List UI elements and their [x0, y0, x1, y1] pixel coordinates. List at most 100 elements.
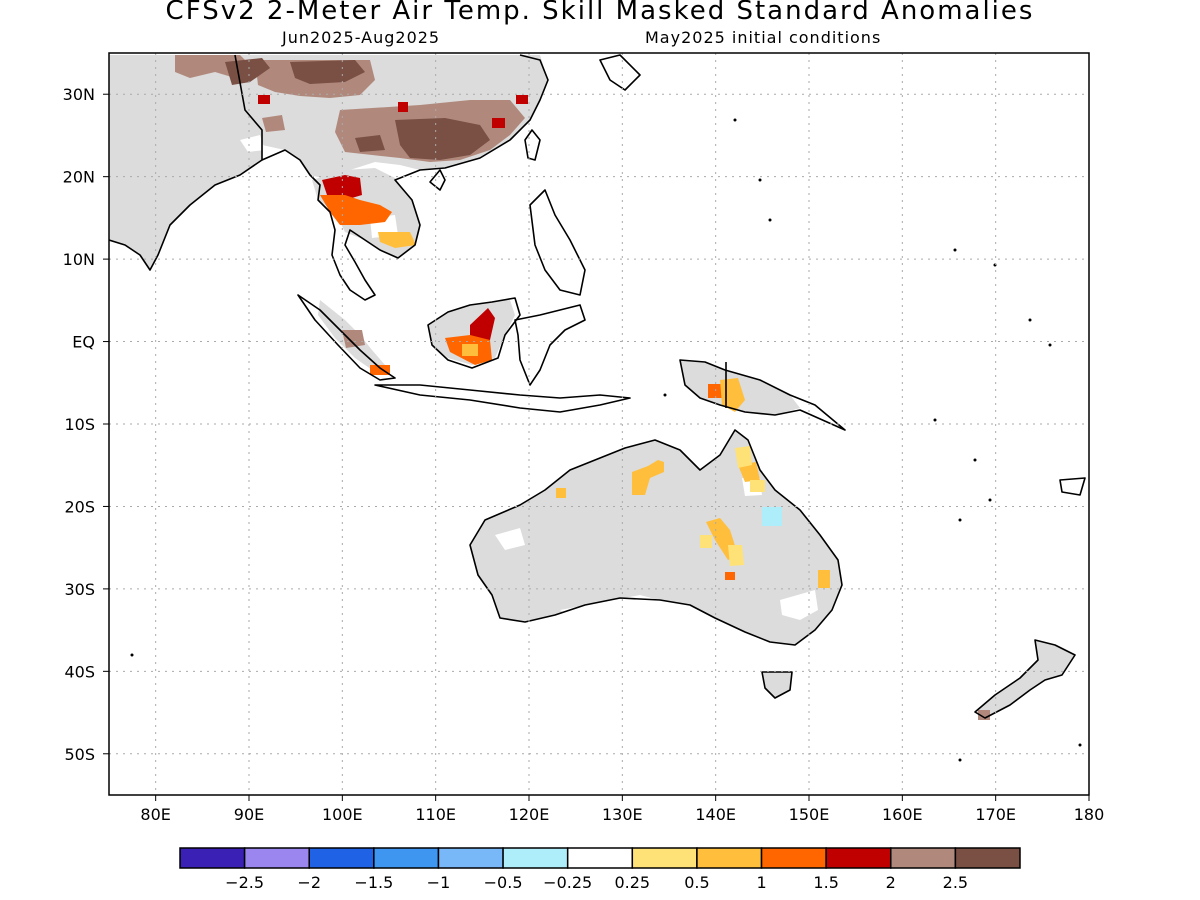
- forecast-period: Jun2025-Aug2025: [282, 28, 441, 47]
- colorbar-swatch: [825, 847, 892, 869]
- anomaly-1-1.5: [725, 572, 735, 580]
- colorbar-label: −1: [427, 873, 451, 892]
- lon-tick-label: 90E: [234, 805, 264, 824]
- colorbar-swatch: [373, 847, 440, 869]
- landmass-india: [109, 55, 265, 270]
- anomaly-0.25-0.5: [700, 535, 712, 548]
- initial-conditions: May2025 initial conditions: [645, 28, 882, 47]
- island: [768, 218, 772, 222]
- lon-tick-label: 160E: [882, 805, 923, 824]
- colorbar-swatch: [760, 847, 827, 869]
- grid-lines: [109, 53, 1089, 795]
- landmass-new-zealand: [975, 640, 1075, 718]
- coastline: [514, 304, 586, 386]
- colorbar-swatch: [243, 847, 310, 869]
- lon-tick-label: 120E: [509, 805, 550, 824]
- island: [933, 418, 937, 422]
- lon-tick-label: 140E: [695, 805, 736, 824]
- colorbar-swatch: [566, 847, 634, 869]
- anomaly-1.5-2: [470, 308, 495, 342]
- lon-tick-label: 150E: [789, 805, 830, 824]
- anomaly-1-1.5: [320, 195, 392, 225]
- anomaly-neg-0.5-0.25: [762, 507, 782, 526]
- colorbar-label: 0.25: [614, 873, 650, 892]
- island: [958, 518, 962, 522]
- island: [1028, 318, 1032, 322]
- coastline: [1059, 477, 1086, 496]
- lon-tick-label: 80E: [140, 805, 170, 824]
- anomaly-0.5-1: [818, 570, 830, 588]
- island: [733, 118, 737, 122]
- anomaly-1.5-2: [398, 102, 408, 112]
- masked-hole: [158, 258, 170, 272]
- island: [973, 458, 977, 462]
- anomaly-2-2.5: [262, 115, 285, 132]
- lat-tick-label: 20N: [63, 168, 95, 187]
- coastline: [427, 297, 521, 369]
- colorbar-label: −0.25: [543, 873, 592, 892]
- anomaly-2-2.5: [342, 330, 365, 348]
- anomaly-gt-2.5: [290, 60, 365, 84]
- colorbar-swatch: [437, 847, 504, 869]
- colorbar-swatch: [890, 847, 957, 869]
- coastline: [374, 384, 631, 413]
- colorbar-label: −2.5: [225, 873, 264, 892]
- island: [130, 653, 134, 657]
- lon-tick-label: 110E: [415, 805, 456, 824]
- island: [758, 178, 762, 182]
- lat-tick-label: 50S: [64, 745, 95, 764]
- lat-tick-label: 40S: [64, 662, 95, 681]
- map-fill-layer: [109, 54, 1086, 762]
- colorbar-swatch: [179, 847, 246, 869]
- colorbar-swatch: [696, 847, 763, 869]
- colorbar-label: 0.5: [684, 873, 709, 892]
- colorbar: −2.5 −2 −1.5 −1 −0.5 −0.25 0.25 0.5 1 1.5 2 2.5: [179, 847, 1021, 892]
- island: [1048, 343, 1052, 347]
- lat-tick-label: 30N: [63, 85, 95, 104]
- colorbar-swatch: [502, 847, 569, 869]
- masked-hole: [240, 135, 265, 152]
- anomaly-1.5-2: [492, 118, 505, 128]
- anomaly-0.25-0.5: [728, 545, 744, 566]
- anomaly-0.5-1: [738, 462, 760, 482]
- latitude-labels: 30N 20N 10N EQ 10S 20S 30S 40S 50S: [63, 85, 109, 764]
- island: [953, 248, 957, 252]
- coastline: [974, 639, 1076, 719]
- masked-hole: [780, 590, 818, 620]
- colorbar-label: 1: [756, 873, 766, 892]
- lat-tick-label: 10N: [63, 250, 95, 269]
- lat-tick-label: 30S: [64, 580, 95, 599]
- coastline: [761, 671, 793, 699]
- colorbar-label: −1.5: [354, 873, 393, 892]
- anomaly-1.5-2: [516, 95, 528, 104]
- lon-tick-label: 130E: [602, 805, 643, 824]
- lon-tick-label: 180: [1074, 805, 1105, 824]
- anomaly-0.5-1: [556, 488, 566, 498]
- island: [663, 393, 667, 397]
- anomaly-0.5-1: [378, 232, 416, 248]
- coastline: [679, 359, 846, 431]
- anomaly-1-1.5: [370, 365, 390, 375]
- colorbar-label: 2: [886, 873, 896, 892]
- colorbar-label: −2: [297, 873, 321, 892]
- island: [958, 758, 962, 762]
- map-title: CFSv2 2-Meter Air Temp. Skill Masked Sta…: [165, 0, 1035, 26]
- lat-tick-label: 10S: [64, 415, 95, 434]
- coastline: [297, 294, 396, 381]
- lat-tick-label: 20S: [64, 497, 95, 516]
- anomaly-0.25-0.5: [735, 446, 752, 468]
- colorbar-label: −0.5: [484, 873, 523, 892]
- island: [1078, 743, 1082, 747]
- coastline: [429, 169, 446, 191]
- coastline: [261, 54, 549, 301]
- coastline: [469, 429, 843, 646]
- masked-hole: [495, 528, 525, 550]
- anomaly-0.25-0.5: [750, 480, 765, 492]
- anomaly-1.5-2: [258, 95, 270, 104]
- lon-tick-label: 170E: [975, 805, 1016, 824]
- coastline: [524, 129, 541, 161]
- anomaly-0.5-1: [632, 460, 664, 495]
- landmass-tasmania: [762, 672, 792, 698]
- anomaly-gt-2.5: [395, 118, 490, 160]
